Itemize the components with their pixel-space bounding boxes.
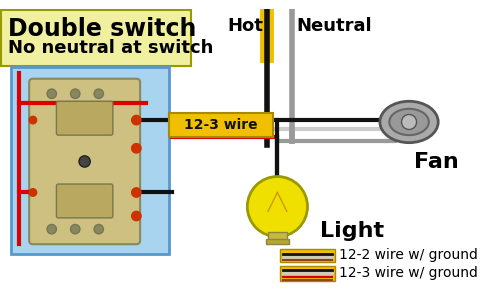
Text: No neutral at switch: No neutral at switch <box>8 39 213 57</box>
FancyBboxPatch shape <box>56 101 113 135</box>
Bar <box>266 239 288 244</box>
Circle shape <box>132 144 141 153</box>
Circle shape <box>70 89 80 99</box>
Bar <box>12 67 170 254</box>
Text: 12-3 wire w/ ground: 12-3 wire w/ ground <box>338 266 477 280</box>
Ellipse shape <box>380 101 438 143</box>
Circle shape <box>402 114 416 129</box>
Circle shape <box>94 225 104 234</box>
Bar <box>268 232 287 240</box>
Text: Fan: Fan <box>414 152 459 172</box>
Bar <box>170 113 272 137</box>
FancyBboxPatch shape <box>56 184 113 218</box>
Text: 12-2 wire w/ ground: 12-2 wire w/ ground <box>338 248 477 263</box>
Circle shape <box>248 177 308 237</box>
Circle shape <box>29 189 36 196</box>
FancyBboxPatch shape <box>1 10 191 66</box>
Circle shape <box>70 225 80 234</box>
Circle shape <box>132 115 141 125</box>
Ellipse shape <box>390 109 429 135</box>
Circle shape <box>132 188 141 197</box>
Circle shape <box>29 116 36 124</box>
Circle shape <box>47 225 56 234</box>
Text: Double switch: Double switch <box>8 17 196 41</box>
Text: Light: Light <box>320 221 384 241</box>
Text: Hot: Hot <box>228 17 264 35</box>
FancyBboxPatch shape <box>29 79 140 244</box>
Circle shape <box>94 89 104 99</box>
Circle shape <box>132 211 141 221</box>
Circle shape <box>47 89 56 99</box>
Text: 12-3 wire: 12-3 wire <box>184 118 258 132</box>
Text: Neutral: Neutral <box>296 17 372 35</box>
Circle shape <box>79 156 90 167</box>
Bar <box>280 266 335 281</box>
Bar <box>280 249 335 262</box>
